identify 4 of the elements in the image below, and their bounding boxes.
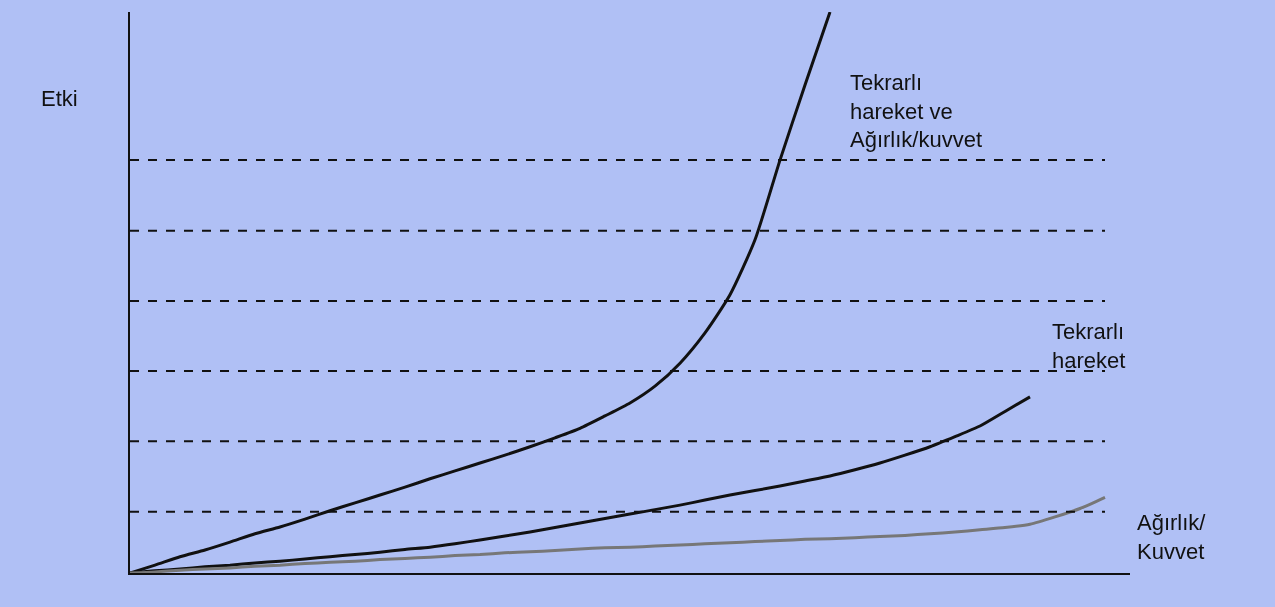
- series-label: Ağırlık/ Kuvvet: [1137, 510, 1207, 564]
- y-axis-title: Etki: [41, 86, 78, 111]
- series-label: Tekrarlı hareket: [1052, 319, 1126, 373]
- series-label: Tekrarlı hareket ve Ağırlık/kuvvet: [850, 70, 983, 153]
